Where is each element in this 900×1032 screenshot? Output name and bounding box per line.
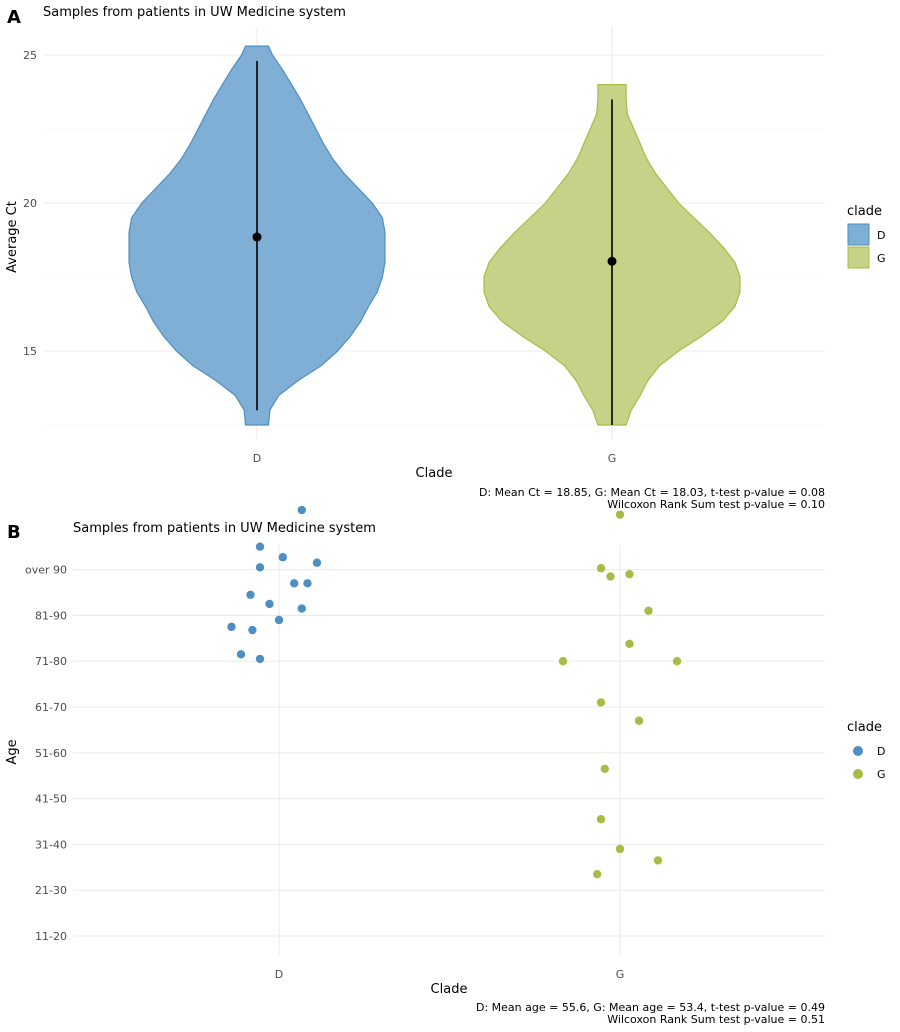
panel-b-y-tick-label: 21-30 [35,884,67,897]
point-D-9 [248,625,257,635]
point-D-4 [303,579,312,588]
panel-b-y-tick-label: 11-20 [35,930,67,943]
panel-b-y-tick-label: 71-80 [35,655,67,668]
point-G-0 [615,510,625,519]
point-G-4 [644,606,653,616]
point-G-3 [625,569,634,579]
point-D-1 [255,542,265,551]
point-D-13 [278,553,287,562]
point-D-11 [297,604,306,613]
panel-b-y-tick-label: 61-70 [35,701,67,714]
panel-a-legend-label-d: D [877,229,885,242]
panel-b-x-axis-label: Clade [431,982,468,997]
panel-b-y-tick-label: over 90 [25,564,67,577]
mean-point-G [607,256,617,266]
point-G-10 [600,764,609,774]
panel-b-x-tick-label-G: G [616,968,625,981]
panel-b-y-axis-label: Age [5,739,20,764]
point-G-1 [596,564,606,573]
point-G-12 [615,844,625,854]
panel-b-x-tick-label-D: D [275,968,283,981]
panel-b-y-tick-label: 81-90 [35,609,67,622]
panel-b-legend-label-d: D [877,745,885,758]
point-D-3 [290,579,299,588]
panel-a-y-tick-label: 20 [23,197,37,210]
point-D-5 [274,615,284,625]
panel-b-legend-label-g: G [877,768,886,781]
point-D-12 [246,590,255,599]
panel-b-legend-title: clade [847,720,882,735]
point-G-6 [672,657,682,666]
point-D-6 [236,650,246,659]
panel-a-y-tick-label: 25 [23,49,37,62]
point-D-10 [265,599,274,609]
panel-b-tag: B [7,522,21,543]
point-G-5 [625,639,634,648]
point-G-2 [606,572,615,581]
panel-a-x-axis-label: Clade [416,466,453,481]
point-D-8 [227,622,236,632]
panel-b: B Samples from patients in UW Medicine s… [5,505,886,1026]
panel-b-title: Samples from patients in UW Medicine sys… [73,521,376,536]
point-D-14 [312,558,322,567]
panel-a-legend-key-d [847,223,870,246]
panel-b-grid [73,545,825,955]
panel-b-y-tick-label: 51-60 [35,747,67,760]
panel-b-legend: clade D G [847,720,886,781]
panel-a-caption-line-1: D: Mean Ct = 18.85, G: Mean Ct = 18.03, … [479,486,825,499]
point-G-14 [653,856,663,865]
point-D-7 [255,654,265,664]
panel-a-legend: clade D G [847,204,886,269]
panel-a-y-axis-label: Average Ct [5,201,20,273]
point-G-9 [634,716,644,725]
point-G-11 [596,815,606,824]
panel-b-points [227,505,682,879]
panel-b-y-tick-label: 41-50 [35,793,67,806]
panel-a-y-tick-label: 15 [23,345,37,358]
panel-a-tag: A [7,7,21,28]
panel-a-x-tick-label-D: D [253,452,261,465]
point-G-8 [596,698,606,707]
panel-a: A Samples from patients in UW Medicine s… [5,5,886,511]
panel-b-caption-line-1: D: Mean age = 55.6, G: Mean age = 53.4, … [476,1001,825,1014]
panel-a-legend-title: clade [847,204,882,219]
point-G-7 [558,657,568,666]
panel-b-y-tick-label: 31-40 [35,838,67,851]
point-G-13 [593,869,602,879]
panel-a-caption-line-2: Wilcoxon Rank Sum test p-value = 0.10 [607,498,825,511]
panel-a-legend-key-g [847,246,870,269]
panel-a-title: Samples from patients in UW Medicine sys… [43,5,346,20]
panel-a-legend-label-g: G [877,252,886,265]
panel-b-caption-line-2: Wilcoxon Rank Sum test p-value = 0.51 [607,1013,825,1026]
panel-b-legend-key-d [853,746,863,756]
point-D-0 [297,505,306,515]
panel-a-x-tick-label-G: G [608,452,617,465]
point-D-2 [255,563,265,572]
mean-point-D [252,232,262,242]
panel-a-violins [128,45,741,426]
panel-b-y-ticks: 11-20 21-30 31-40 41-50 51-60 61-70 71-80 81-90… [25,564,67,943]
panel-b-legend-key-g [853,769,863,779]
panel-a-y-ticks: 15 20 25 [23,49,37,358]
